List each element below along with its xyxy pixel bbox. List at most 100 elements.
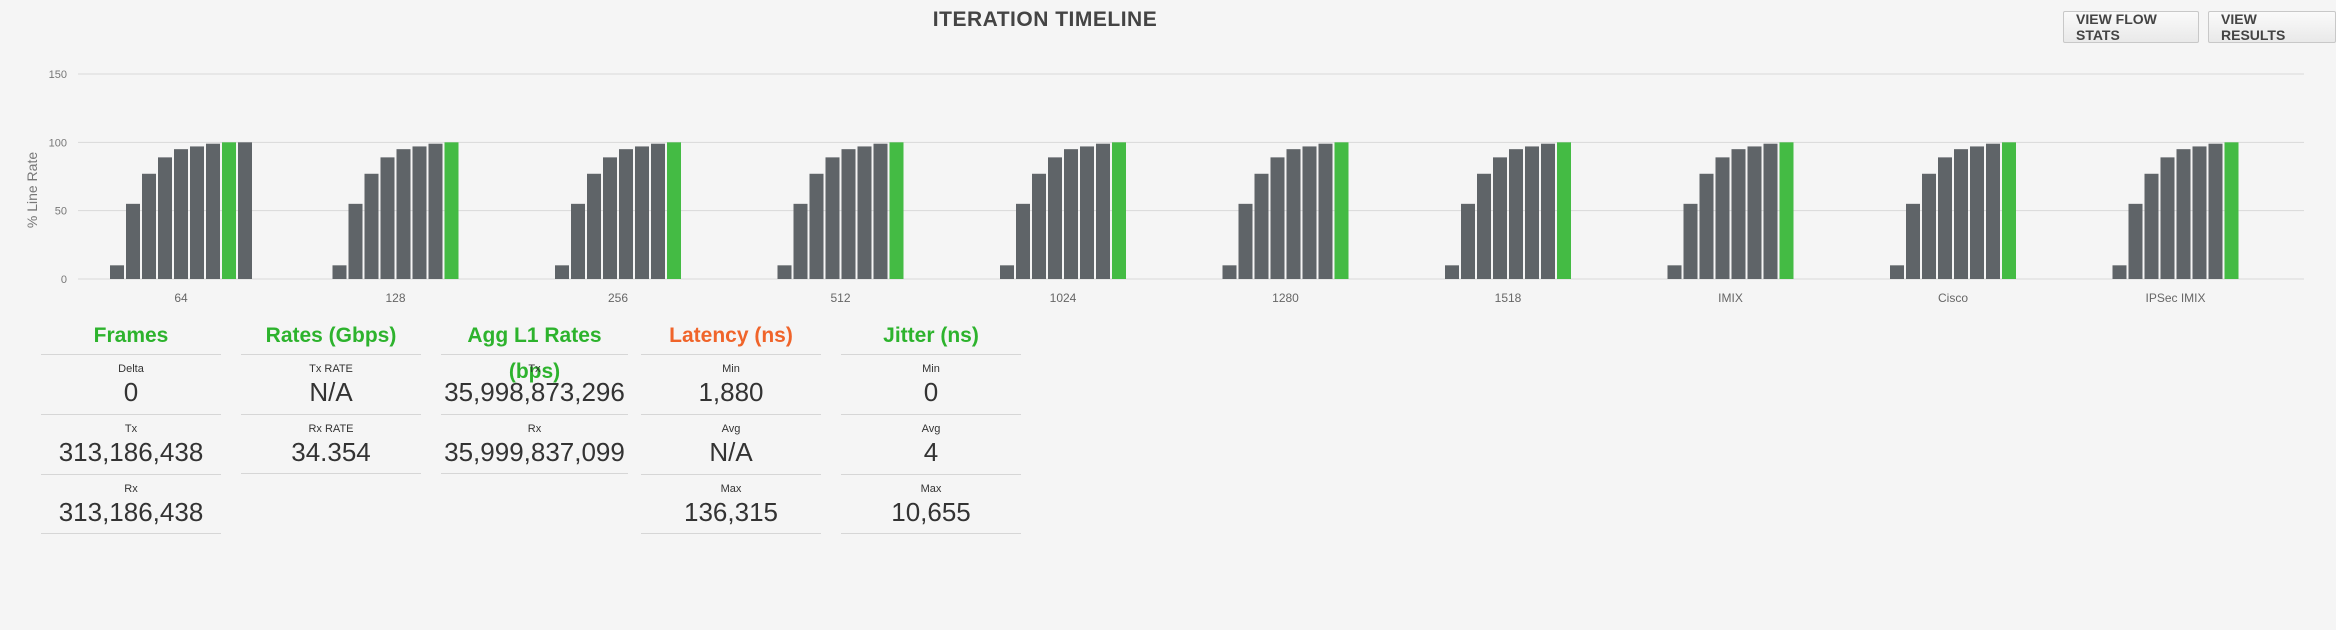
bar[interactable] — [1715, 157, 1730, 279]
bar[interactable] — [1048, 157, 1062, 279]
bar[interactable] — [1254, 173, 1269, 279]
bar[interactable] — [2002, 142, 2016, 279]
bar[interactable] — [158, 157, 172, 279]
bar[interactable] — [428, 143, 443, 279]
bar[interactable] — [651, 143, 665, 279]
bar[interactable] — [1699, 173, 1714, 279]
bar[interactable] — [1747, 146, 1762, 279]
bar[interactable] — [1731, 149, 1746, 279]
bar[interactable] — [2192, 146, 2207, 279]
bar[interactable] — [2176, 149, 2191, 279]
bar[interactable] — [238, 142, 252, 279]
bar[interactable] — [142, 173, 156, 279]
bar[interactable] — [364, 173, 379, 279]
bar[interactable] — [1334, 142, 1349, 279]
bar[interactable] — [396, 149, 411, 279]
y-tick-label: 0 — [61, 274, 67, 286]
bar[interactable] — [889, 142, 904, 279]
bar[interactable] — [2112, 265, 2127, 279]
bar[interactable] — [1541, 143, 1555, 279]
frames-tx-cell: Tx 313,186,438 — [41, 414, 221, 474]
bar[interactable] — [1080, 146, 1094, 279]
bar[interactable] — [1922, 173, 1936, 279]
stat-label: Max — [920, 483, 942, 495]
bar[interactable] — [1445, 265, 1459, 279]
stat-label: Avg — [921, 423, 941, 435]
bar[interactable] — [555, 265, 569, 279]
bar[interactable] — [1667, 265, 1682, 279]
bar[interactable] — [873, 143, 888, 279]
bar[interactable] — [667, 142, 681, 279]
agg-l1-rates-panel: Agg L1 Rates (bps) Tx 35,998,873,296 Rx … — [441, 318, 628, 474]
bar[interactable] — [1557, 142, 1571, 279]
stat-label: Rx — [124, 483, 138, 495]
stat-value: N/A — [309, 377, 353, 407]
stat-value: 0 — [123, 377, 139, 407]
bar[interactable] — [1493, 157, 1507, 279]
bar[interactable] — [571, 203, 585, 279]
bar[interactable] — [190, 146, 204, 279]
bar[interactable] — [1032, 173, 1046, 279]
bar[interactable] — [1890, 265, 1904, 279]
bar[interactable] — [1302, 146, 1317, 279]
bar[interactable] — [1286, 149, 1301, 279]
bar[interactable] — [777, 265, 792, 279]
bar[interactable] — [1016, 203, 1030, 279]
bar[interactable] — [1318, 143, 1333, 279]
bar[interactable] — [2144, 173, 2159, 279]
bar[interactable] — [619, 149, 633, 279]
bar[interactable] — [1938, 157, 1952, 279]
bar[interactable] — [1683, 203, 1698, 279]
bar[interactable] — [1970, 146, 1984, 279]
view-flow-stats-button[interactable]: VIEW FLOW STATS — [2063, 11, 2199, 43]
frames-panel: Frames Delta 0 Tx 313,186,438 Rx 313,186… — [41, 318, 221, 534]
bar[interactable] — [1000, 265, 1014, 279]
stat-label: Tx RATE — [309, 363, 353, 375]
view-results-button[interactable]: VIEW RESULTS — [2208, 11, 2336, 43]
bar[interactable] — [1096, 143, 1110, 279]
bar[interactable] — [635, 146, 649, 279]
stat-value: 35,998,873,296 — [444, 377, 625, 407]
bar[interactable] — [1763, 143, 1778, 279]
bar[interactable] — [2160, 157, 2175, 279]
bar[interactable] — [841, 149, 856, 279]
stat-label: Tx — [124, 423, 138, 435]
stat-label: Min — [922, 363, 940, 375]
bar[interactable] — [1222, 265, 1237, 279]
bar[interactable] — [2224, 142, 2239, 279]
bar[interactable] — [825, 157, 840, 279]
bar[interactable] — [1064, 149, 1078, 279]
bar[interactable] — [206, 143, 220, 279]
bar[interactable] — [603, 157, 617, 279]
bar[interactable] — [857, 146, 872, 279]
bar[interactable] — [222, 142, 236, 279]
bar[interactable] — [2128, 203, 2143, 279]
bar[interactable] — [1525, 146, 1539, 279]
bar[interactable] — [1112, 142, 1126, 279]
iteration-timeline-chart: 0 50 100 150 64 128 256 512 1024 1280 1518 IMIX Cisc… — [24, 69, 2304, 305]
bar[interactable] — [1238, 203, 1253, 279]
bar[interactable] — [1509, 149, 1523, 279]
rates-tx-cell: Tx RATE N/A — [241, 354, 421, 414]
bar[interactable] — [1477, 173, 1491, 279]
bar[interactable] — [1906, 203, 1920, 279]
bar[interactable] — [793, 203, 808, 279]
bar[interactable] — [1954, 149, 1968, 279]
stat-label: Max — [720, 483, 742, 495]
bar[interactable] — [1779, 142, 1794, 279]
bar[interactable] — [380, 157, 395, 279]
bar[interactable] — [174, 149, 188, 279]
bar[interactable] — [332, 265, 347, 279]
bar[interactable] — [809, 173, 824, 279]
bar[interactable] — [348, 203, 363, 279]
bar[interactable] — [412, 146, 427, 279]
bar[interactable] — [587, 173, 601, 279]
bar[interactable] — [444, 142, 459, 279]
bar[interactable] — [2208, 143, 2223, 279]
bar[interactable] — [1270, 157, 1285, 279]
rates-title: Rates (Gbps) — [265, 324, 397, 347]
bar[interactable] — [126, 203, 140, 279]
bar[interactable] — [1986, 143, 2000, 279]
bar[interactable] — [1461, 203, 1475, 279]
bar[interactable] — [110, 265, 124, 279]
